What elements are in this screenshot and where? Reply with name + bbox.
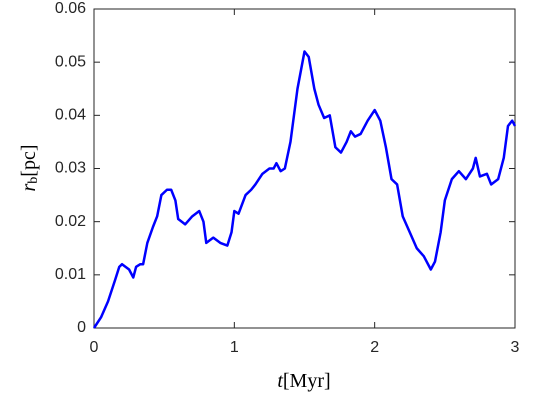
y-tick-label: 0.04 (55, 107, 86, 124)
y-tick-label: 0 (77, 319, 86, 336)
x-label-unit: [Myr] (283, 370, 331, 392)
data-line (92, 50, 517, 329)
y-label-symbol: r (18, 184, 40, 192)
x-axis-label: t[Myr] (277, 370, 330, 392)
x-tick-label: 2 (370, 339, 379, 356)
y-axis-label: rb[pc] (18, 145, 42, 192)
x-tick-label: 1 (230, 339, 239, 356)
plot-frame (93, 8, 516, 329)
y-label-subscript: b (26, 177, 41, 184)
x-tick-label: 0 (90, 339, 99, 356)
y-tick-label: 0.01 (55, 266, 86, 283)
y-tick-label: 0.03 (55, 160, 86, 177)
x-label-symbol: t (277, 370, 283, 392)
x-tick-label: 3 (511, 339, 520, 356)
y-tick-label: 0.05 (55, 53, 86, 70)
y-label-unit: [pc] (18, 145, 40, 177)
y-tick-label: 0.02 (55, 213, 86, 230)
y-tick-label: 0.06 (55, 0, 86, 17)
